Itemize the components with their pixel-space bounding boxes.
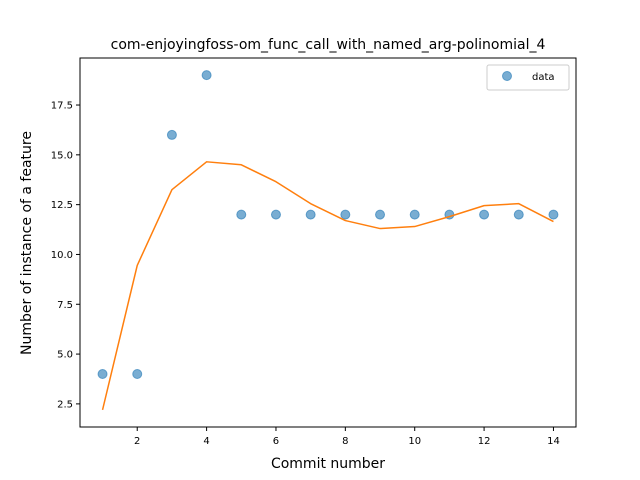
fit-line bbox=[101, 161, 554, 411]
plot-area bbox=[97, 70, 559, 411]
y-tick-label: 2.5 bbox=[57, 399, 73, 410]
y-axis-title: Number of instance of a feature bbox=[19, 131, 35, 355]
legend: data bbox=[486, 64, 570, 91]
x-tick-label: 2 bbox=[134, 436, 140, 447]
y-axis: 2.5 5.0 7.5 10.0 12.5 15.0 17.5 bbox=[51, 101, 80, 410]
y-tick-label: 10.0 bbox=[51, 250, 73, 261]
scatter-point bbox=[201, 70, 212, 81]
x-tick-label: 12 bbox=[478, 436, 491, 447]
x-tick-label: 4 bbox=[203, 436, 209, 447]
x-tick-label: 10 bbox=[408, 436, 421, 447]
y-tick-label: 12.5 bbox=[51, 200, 73, 211]
y-tick-label: 7.5 bbox=[57, 300, 73, 311]
scatter-point bbox=[236, 209, 247, 220]
legend-frame bbox=[486, 64, 570, 91]
legend-marker-data bbox=[502, 71, 512, 81]
scatter-point bbox=[97, 369, 108, 380]
scatter-point bbox=[479, 209, 490, 220]
scatter-point bbox=[132, 369, 143, 380]
scatter-point bbox=[166, 129, 177, 140]
scatter-point bbox=[340, 209, 351, 220]
x-tick-label: 6 bbox=[273, 436, 279, 447]
scatter-point bbox=[305, 209, 316, 220]
scatter-point bbox=[513, 209, 524, 220]
axes-frame bbox=[79, 57, 577, 428]
scatter-point bbox=[548, 209, 559, 220]
y-tick-label: 15.0 bbox=[51, 150, 73, 161]
x-tick-label: 14 bbox=[547, 436, 560, 447]
scatter-point bbox=[409, 209, 420, 220]
y-tick-label: 17.5 bbox=[51, 101, 73, 112]
scatter-point bbox=[375, 209, 386, 220]
chart-title: com-enjoyingfoss-om_func_call_with_named… bbox=[111, 37, 546, 53]
x-axis-title: Commit number bbox=[271, 456, 385, 472]
scatter-point bbox=[270, 209, 281, 220]
y-tick-label: 5.0 bbox=[57, 350, 73, 361]
x-axis: 2 4 6 8 10 12 14 bbox=[134, 427, 560, 447]
x-tick-label: 8 bbox=[342, 436, 348, 447]
legend-label-data: data bbox=[532, 72, 555, 83]
